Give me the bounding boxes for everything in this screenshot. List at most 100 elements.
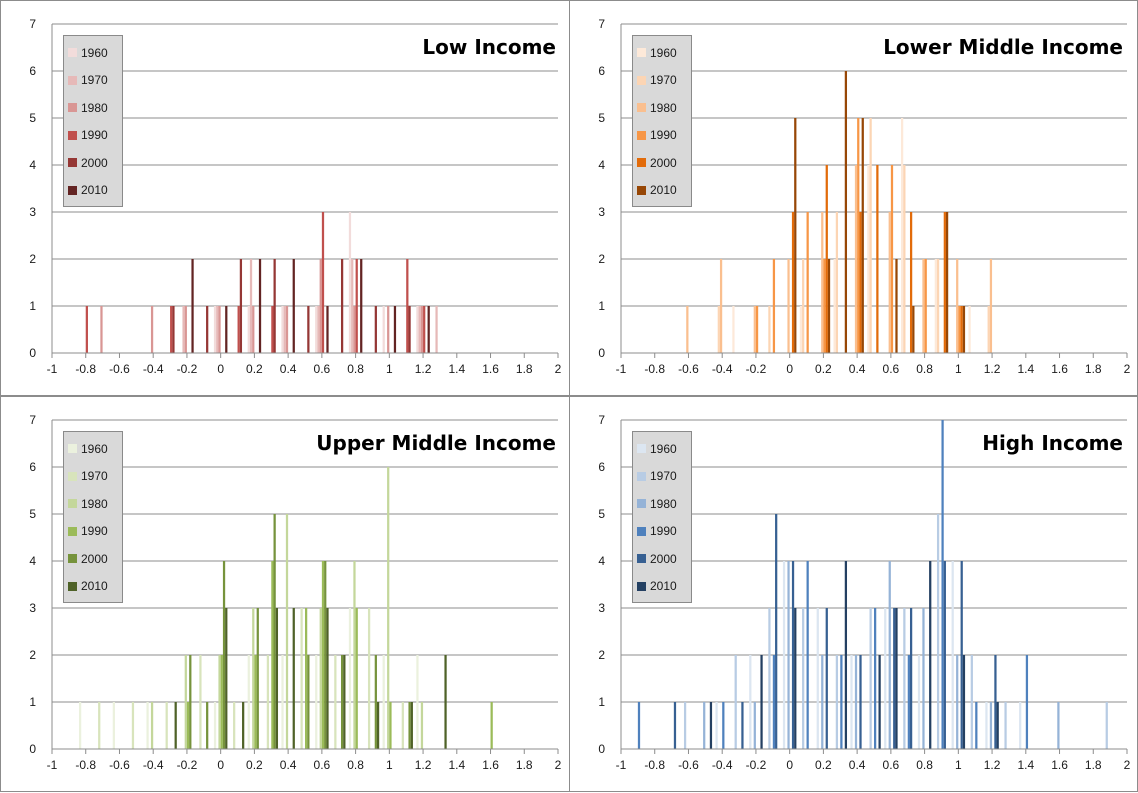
x-tick-label: 1.2 bbox=[984, 362, 1001, 376]
x-tick-label: 1 bbox=[386, 758, 393, 772]
legend-item: 2000 bbox=[637, 545, 691, 573]
bar bbox=[791, 561, 795, 749]
legend-label: 2010 bbox=[650, 183, 677, 198]
bar bbox=[890, 165, 894, 353]
bar bbox=[903, 608, 906, 749]
bar bbox=[213, 702, 217, 749]
legend-swatch bbox=[68, 526, 77, 536]
bar bbox=[387, 306, 390, 353]
legend-item: 2010 bbox=[637, 177, 691, 205]
bar bbox=[315, 306, 318, 353]
bar bbox=[683, 702, 687, 749]
bar bbox=[242, 702, 245, 749]
bar bbox=[85, 306, 88, 353]
legend-item: 2000 bbox=[637, 149, 691, 177]
bar bbox=[799, 306, 803, 353]
bar bbox=[637, 702, 641, 749]
y-tick-label: 6 bbox=[29, 64, 36, 78]
bar bbox=[182, 306, 185, 353]
chart-title: High Income bbox=[982, 431, 1123, 455]
legend-swatch bbox=[637, 526, 646, 536]
bar bbox=[827, 259, 831, 353]
bar bbox=[174, 702, 177, 749]
bar bbox=[78, 702, 82, 749]
bar bbox=[772, 655, 776, 749]
bar bbox=[768, 306, 771, 353]
bar bbox=[869, 608, 872, 749]
legend-item: 2010 bbox=[68, 177, 122, 205]
x-tick-label: 1.4 bbox=[1017, 362, 1034, 376]
y-tick-label: 0 bbox=[29, 742, 36, 756]
x-tick-label: 1 bbox=[955, 758, 962, 772]
y-tick-label: 0 bbox=[598, 742, 605, 756]
bar bbox=[924, 259, 927, 353]
bar bbox=[888, 212, 891, 353]
bar bbox=[100, 306, 103, 353]
bar bbox=[884, 608, 887, 749]
bar bbox=[317, 306, 320, 353]
legend-swatch bbox=[68, 554, 77, 564]
bar bbox=[300, 608, 303, 749]
bar bbox=[273, 259, 276, 353]
bar bbox=[416, 655, 419, 749]
bar bbox=[970, 655, 973, 749]
y-tick-label: 7 bbox=[598, 413, 605, 427]
x-tick-label: -0.8 bbox=[644, 758, 665, 772]
bar bbox=[423, 306, 426, 353]
x-tick-label: 1.4 bbox=[1017, 758, 1034, 772]
x-tick-label: -0.4 bbox=[712, 362, 733, 376]
legend-swatch bbox=[68, 158, 77, 168]
legend-label: 1960 bbox=[81, 45, 108, 60]
bar bbox=[292, 608, 295, 749]
bar bbox=[936, 259, 940, 353]
legend-label: 2010 bbox=[81, 183, 108, 198]
legend-item: 1990 bbox=[637, 122, 691, 150]
legend-label: 1960 bbox=[650, 45, 677, 60]
legend-swatch bbox=[68, 444, 77, 454]
bar bbox=[307, 655, 310, 749]
y-tick-label: 5 bbox=[29, 507, 36, 521]
bar bbox=[408, 702, 411, 749]
x-tick-label: -0.4 bbox=[143, 362, 164, 376]
legend-label: 1990 bbox=[650, 524, 677, 539]
legend-label: 2000 bbox=[650, 551, 677, 566]
x-tick-label: 0 bbox=[786, 362, 793, 376]
x-tick-label: 1.6 bbox=[482, 758, 499, 772]
bar bbox=[825, 165, 828, 353]
x-tick-label: 2 bbox=[555, 758, 562, 772]
bar bbox=[382, 306, 385, 353]
x-tick-label: 0.6 bbox=[883, 758, 900, 772]
bar bbox=[206, 702, 209, 749]
y-tick-label: 4 bbox=[29, 554, 36, 568]
bar bbox=[393, 306, 397, 353]
bar bbox=[186, 702, 190, 749]
legend-item: 1960 bbox=[68, 435, 122, 463]
bar bbox=[189, 655, 192, 749]
bar bbox=[285, 514, 289, 749]
bar bbox=[888, 561, 891, 749]
bar bbox=[956, 259, 959, 353]
x-tick-label: 2 bbox=[555, 362, 562, 376]
bar bbox=[900, 118, 904, 353]
bar bbox=[247, 306, 250, 353]
bar bbox=[962, 655, 966, 749]
chart-svg: 0 1 2 3 4 5 6 7 -1 -0.8 -0.6 -0.4 -0.2 0 0.2 0.4 0.6 0.8 1… bbox=[29, 413, 562, 772]
x-tick-label: 1.6 bbox=[482, 362, 499, 376]
bar bbox=[844, 561, 848, 749]
bar bbox=[903, 165, 906, 353]
bar bbox=[218, 655, 221, 749]
bar bbox=[334, 655, 337, 749]
legend-item: 1980 bbox=[637, 94, 691, 122]
chart-panel-upper-middle-income: 0 1 2 3 4 5 6 7 -1 -0.8 -0.6 -0.4 -0.2 0 0.2 0.4 0.6 0.8 1… bbox=[0, 396, 571, 792]
bar bbox=[172, 306, 175, 353]
bar bbox=[703, 702, 706, 749]
bar bbox=[252, 306, 255, 353]
legend: 1960 1970 1980 1990 2000 2010 bbox=[632, 35, 692, 207]
x-tick-label: -0.2 bbox=[746, 758, 767, 772]
legend-item: 1970 bbox=[637, 463, 691, 491]
legend-label: 2010 bbox=[650, 579, 677, 594]
x-tick-label: 0.2 bbox=[246, 758, 263, 772]
legend-label: 1960 bbox=[650, 441, 677, 456]
bar bbox=[247, 655, 250, 749]
bar bbox=[749, 655, 752, 749]
